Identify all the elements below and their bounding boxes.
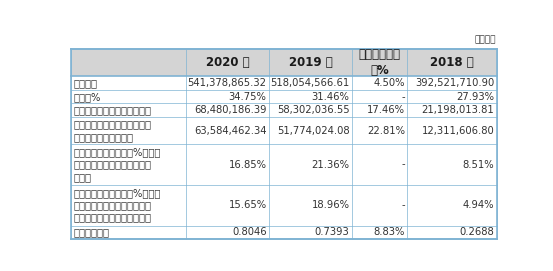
Text: 31.46%: 31.46% <box>312 92 349 102</box>
Text: 58,302,036.55: 58,302,036.55 <box>277 105 349 115</box>
Text: -: - <box>401 92 405 102</box>
Text: 392,521,710.90: 392,521,710.90 <box>415 78 494 88</box>
Text: 21.36%: 21.36% <box>311 160 349 169</box>
Text: 27.93%: 27.93% <box>456 92 494 102</box>
Text: 8.51%: 8.51% <box>463 160 494 169</box>
Text: 归属于挂牌公司股东的扣除非
经常性损益后的净利润: 归属于挂牌公司股东的扣除非 经常性损益后的净利润 <box>74 120 152 142</box>
Text: -: - <box>401 200 405 210</box>
Text: 8.83%: 8.83% <box>373 227 405 237</box>
Text: 17.46%: 17.46% <box>367 105 405 115</box>
Text: 归属于挂牌公司股东的净利润: 归属于挂牌公司股东的净利润 <box>74 105 152 115</box>
Text: 518,054,566.61: 518,054,566.61 <box>270 78 349 88</box>
Text: 16.85%: 16.85% <box>228 160 267 169</box>
Text: 4.50%: 4.50% <box>373 78 405 88</box>
Text: 0.2688: 0.2688 <box>460 227 494 237</box>
Bar <box>71 49 497 76</box>
Text: 0.7393: 0.7393 <box>315 227 349 237</box>
Text: 34.75%: 34.75% <box>229 92 267 102</box>
Text: 加权平均净资产收益率%（依据
归属于挂牌公司股东的扣除非
经常性损益后的净利润计算）: 加权平均净资产收益率%（依据 归属于挂牌公司股东的扣除非 经常性损益后的净利润计… <box>74 188 161 222</box>
Text: 541,378,865.32: 541,378,865.32 <box>187 78 267 88</box>
Text: 毛利率%: 毛利率% <box>74 92 101 102</box>
Text: 0.8046: 0.8046 <box>232 227 267 237</box>
Text: 22.81%: 22.81% <box>367 125 405 136</box>
Text: 2018 年: 2018 年 <box>430 56 474 69</box>
Text: 基本每股收益: 基本每股收益 <box>74 227 110 237</box>
Text: 12,311,606.80: 12,311,606.80 <box>421 125 494 136</box>
Text: 21,198,013.81: 21,198,013.81 <box>421 105 494 115</box>
Text: 2019 年: 2019 年 <box>289 56 332 69</box>
Text: 68,480,186.39: 68,480,186.39 <box>194 105 267 115</box>
Text: 营业收入: 营业收入 <box>74 78 98 88</box>
Text: 2020 年: 2020 年 <box>206 56 249 69</box>
Text: 15.65%: 15.65% <box>228 200 267 210</box>
Text: 51,774,024.08: 51,774,024.08 <box>277 125 349 136</box>
Text: 18.96%: 18.96% <box>311 200 349 210</box>
Text: 加权平均净资产收益率%（依据
归属于挂牌公司股东的净利润
计算）: 加权平均净资产收益率%（依据 归属于挂牌公司股东的净利润 计算） <box>74 147 161 182</box>
Text: 4.94%: 4.94% <box>463 200 494 210</box>
Text: 本年比上年增
减%: 本年比上年增 减% <box>359 48 401 77</box>
Text: 63,584,462.34: 63,584,462.34 <box>194 125 267 136</box>
Text: -: - <box>401 160 405 169</box>
Text: 单位：元: 单位：元 <box>474 36 495 45</box>
